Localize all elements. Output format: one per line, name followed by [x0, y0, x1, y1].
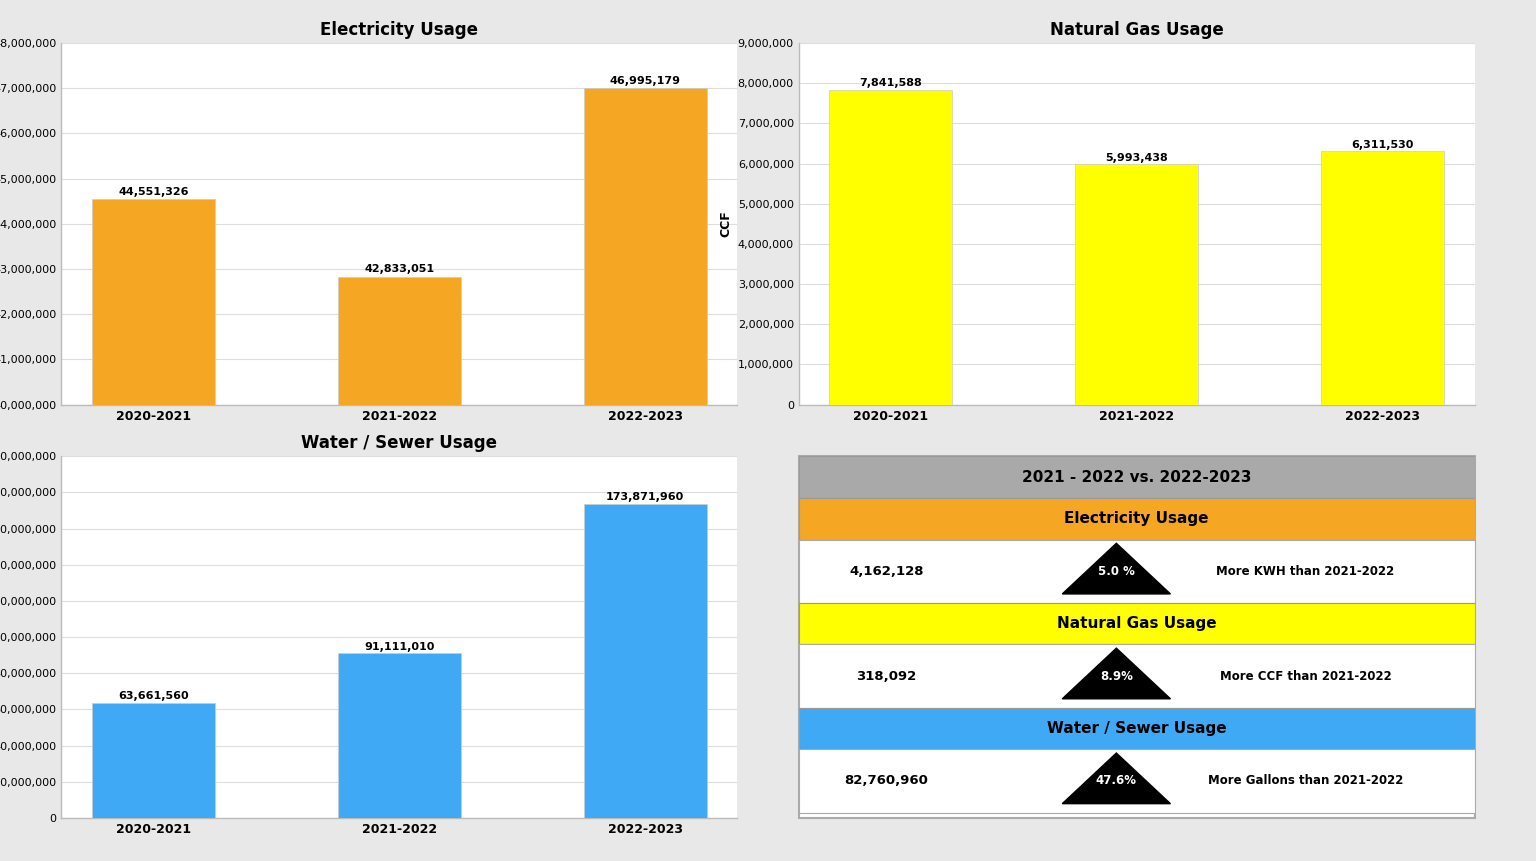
Y-axis label: CCF: CCF: [719, 210, 733, 238]
Text: Electricity Usage: Electricity Usage: [1064, 511, 1209, 526]
Text: 5.0 %: 5.0 %: [1098, 565, 1135, 578]
Text: 173,871,960: 173,871,960: [607, 492, 684, 502]
Bar: [799, 603, 1475, 644]
Text: Natural Gas Usage: Natural Gas Usage: [1057, 616, 1217, 631]
Polygon shape: [1063, 543, 1170, 594]
Polygon shape: [1063, 753, 1170, 803]
Text: 63,661,560: 63,661,560: [118, 691, 189, 702]
Title: Water / Sewer Usage: Water / Sewer Usage: [301, 434, 498, 452]
Text: 44,551,326: 44,551,326: [118, 187, 189, 196]
Text: 2021 - 2022 vs. 2022-2023: 2021 - 2022 vs. 2022-2023: [1021, 469, 1252, 485]
Text: 7,841,588: 7,841,588: [860, 78, 922, 89]
Title: Electricity Usage: Electricity Usage: [321, 21, 478, 39]
Polygon shape: [1063, 648, 1170, 699]
Text: 82,760,960: 82,760,960: [845, 774, 929, 787]
Text: 47.6%: 47.6%: [1095, 774, 1137, 787]
Bar: [799, 749, 1475, 813]
Bar: [584, 504, 707, 818]
Bar: [799, 540, 1475, 603]
Bar: [799, 456, 1475, 498]
Bar: [799, 644, 1475, 708]
Text: More Gallons than 2021-2022: More Gallons than 2021-2022: [1207, 774, 1404, 787]
Bar: [829, 90, 952, 405]
Bar: [338, 653, 461, 818]
Bar: [1321, 151, 1444, 405]
Bar: [338, 276, 461, 861]
Title: Natural Gas Usage: Natural Gas Usage: [1049, 21, 1224, 39]
Text: 42,833,051: 42,833,051: [364, 264, 435, 275]
Text: 5,993,438: 5,993,438: [1106, 152, 1167, 163]
Text: 6,311,530: 6,311,530: [1352, 139, 1413, 150]
Text: 91,111,010: 91,111,010: [364, 641, 435, 652]
Bar: [92, 199, 215, 861]
Text: 4,162,128: 4,162,128: [849, 565, 923, 578]
Bar: [799, 498, 1475, 540]
Bar: [584, 89, 707, 861]
Text: 8.9%: 8.9%: [1100, 670, 1134, 683]
Bar: [92, 703, 215, 818]
Text: 318,092: 318,092: [857, 670, 917, 683]
Bar: [1075, 164, 1198, 405]
Text: Water / Sewer Usage: Water / Sewer Usage: [1048, 721, 1226, 736]
Bar: [799, 708, 1475, 749]
Text: 46,995,179: 46,995,179: [610, 77, 680, 86]
Text: More CCF than 2021-2022: More CCF than 2021-2022: [1220, 670, 1392, 683]
Text: More KWH than 2021-2022: More KWH than 2021-2022: [1217, 565, 1395, 578]
